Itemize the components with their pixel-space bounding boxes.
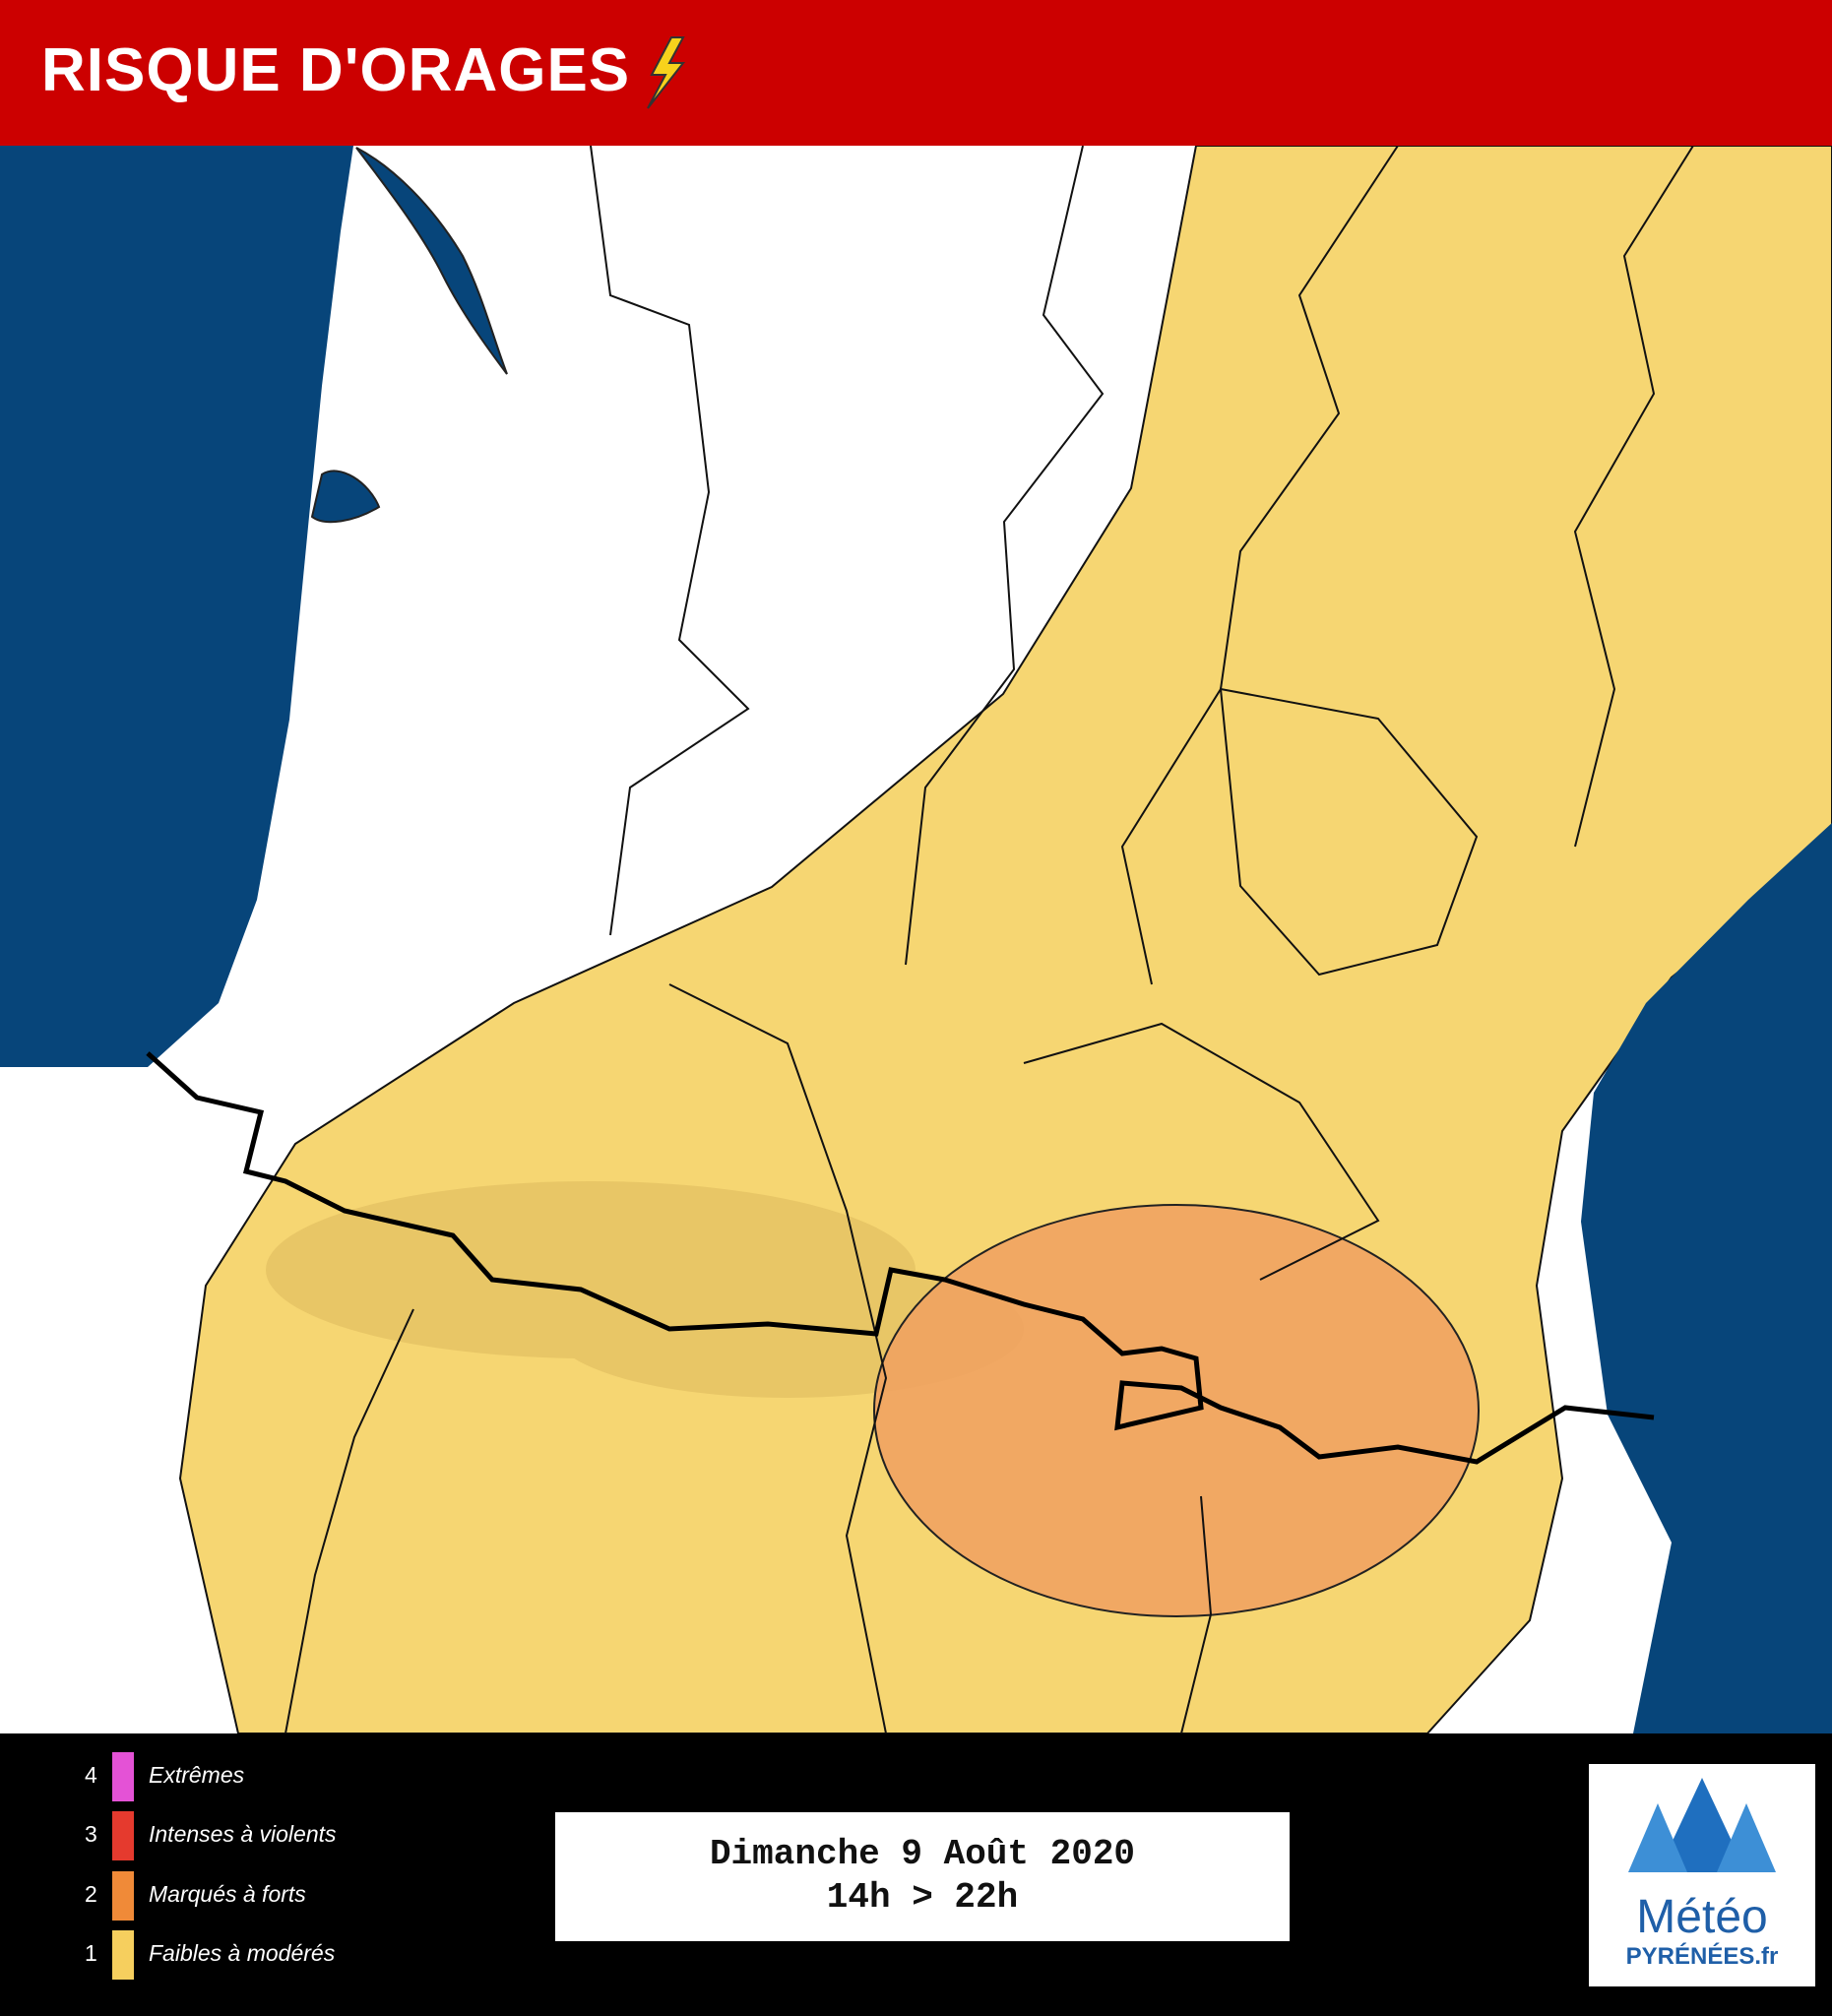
logo-text: Météo: [1636, 1891, 1768, 1943]
legend-swatch: [112, 1930, 134, 1980]
title: RISQUE D'ORAGES: [41, 36, 631, 104]
time-line: 14h > 22h: [826, 1877, 1019, 1918]
legend-level: 1: [85, 1940, 97, 1966]
left-sea: [0, 146, 353, 1067]
legend-swatch: [112, 1752, 134, 1801]
logo-mountains: [1628, 1778, 1776, 1872]
legend-label: Marqués à forts: [149, 1881, 306, 1907]
legend-label: Faibles à modérés: [149, 1940, 336, 1966]
gironde: [355, 147, 508, 375]
date-box: Dimanche 9 Août 2020 14h > 22h: [555, 1812, 1290, 1941]
logo-subtext: PYRÉNÉES.fr: [1625, 1943, 1779, 1970]
map: [0, 146, 1832, 1733]
legend-label: Extrêmes: [149, 1762, 245, 1788]
header: RISQUE D'ORAGES: [0, 0, 1832, 146]
legend-swatch: [112, 1871, 134, 1921]
arcachon: [310, 470, 381, 524]
border-france-spain: [146, 1051, 1655, 1465]
orange-zone: [873, 1204, 1480, 1617]
legend-level: 4: [85, 1762, 97, 1788]
right-sea: [1581, 823, 1832, 1733]
region-borders: [284, 146, 1694, 1733]
legend-swatch: [112, 1811, 134, 1860]
date-line: Dimanche 9 Août 2020: [709, 1834, 1136, 1874]
lightning-icon: [647, 36, 686, 109]
legend-label: Intenses à violents: [149, 1821, 337, 1847]
legend-level: 2: [85, 1881, 97, 1907]
logo: Météo PYRÉNÉES.fr: [1589, 1764, 1815, 1986]
legend-level: 3: [85, 1821, 97, 1847]
